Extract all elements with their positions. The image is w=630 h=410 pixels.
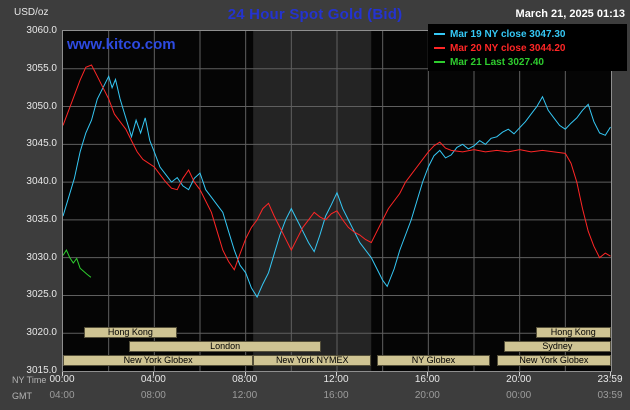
x-tick-label-gmt: 04:00 bbox=[49, 390, 75, 401]
chart-timestamp: March 21, 2025 01:13 bbox=[515, 8, 625, 20]
x-axis-tickmark bbox=[244, 372, 246, 376]
gmt-axis-caption: GMT bbox=[12, 391, 32, 401]
kitco-link[interactable]: www.kitco.com bbox=[67, 36, 176, 53]
page-title: 24 Hour Spot Gold (Bid) bbox=[227, 6, 403, 23]
legend-entry-label: Mar 19 NY close 3047.30 bbox=[450, 28, 566, 40]
price-line bbox=[63, 74, 611, 299]
session-bar: Sydney bbox=[503, 341, 611, 352]
nymex-session-band bbox=[253, 31, 372, 371]
y-tick-label: 3045.0 bbox=[26, 138, 57, 150]
price-line bbox=[63, 64, 611, 271]
x-axis-tickmark bbox=[427, 372, 429, 376]
session-bar: NY Globex bbox=[376, 355, 490, 366]
x-axis-tickmark bbox=[153, 372, 155, 376]
legend-entry: Mar 19 NY close 3047.30 bbox=[434, 27, 627, 41]
x-tick-label-ny: 16:00 bbox=[414, 374, 440, 385]
session-bar: London bbox=[129, 341, 321, 352]
legend-color-dash-icon bbox=[434, 33, 445, 35]
x-tick-label-ny: 04:00 bbox=[140, 374, 166, 385]
legend-entry-label: Mar 20 NY close 3044.20 bbox=[450, 42, 566, 54]
x-axis-tickmark bbox=[62, 372, 63, 376]
x-axis-tickmark bbox=[518, 372, 520, 376]
y-tick-label: 3040.0 bbox=[26, 176, 57, 188]
y-tick-label: 3020.0 bbox=[26, 327, 57, 339]
session-bar: Hong Kong bbox=[535, 327, 611, 338]
session-bar: New York NYMEX bbox=[253, 355, 372, 366]
x-tick-label-gmt: 12:00 bbox=[232, 390, 258, 401]
session-bar: New York Globex bbox=[63, 355, 254, 366]
y-tick-label: 3030.0 bbox=[26, 251, 57, 263]
x-tick-label-gmt: 20:00 bbox=[414, 390, 440, 401]
y-tick-label: 3055.0 bbox=[26, 62, 57, 74]
x-tick-label-gmt: 16:00 bbox=[323, 390, 349, 401]
x-tick-label-gmt: 00:00 bbox=[506, 390, 532, 401]
legend-color-dash-icon bbox=[434, 47, 445, 49]
x-tick-label-ny: 00:00 bbox=[49, 374, 75, 385]
x-axis-tickmark bbox=[336, 372, 337, 376]
x-axis-tickmark bbox=[610, 372, 611, 376]
x-tick-label-gmt: 03:59 bbox=[597, 390, 623, 401]
y-tick-label: 3035.0 bbox=[26, 213, 57, 225]
legend-entry-label: Mar 21 Last 3027.40 bbox=[450, 56, 544, 68]
x-tick-label-ny: 20:00 bbox=[506, 374, 532, 385]
plot-area: Hong Kong Hong Kong London Sydney New York G… bbox=[62, 30, 612, 372]
y-axis-unit-label: USD/oz bbox=[14, 7, 49, 18]
x-tick-label-ny: 08:00 bbox=[232, 374, 258, 385]
y-tick-label: 3060.0 bbox=[26, 25, 57, 36]
legend-entry: Mar 21 Last 3027.40 bbox=[434, 55, 627, 69]
legend-entry: Mar 20 NY close 3044.20 bbox=[434, 41, 627, 55]
x-tick-label-gmt: 08:00 bbox=[140, 390, 166, 401]
x-tick-label-ny: 23:59 bbox=[597, 374, 623, 385]
session-bar: Hong Kong bbox=[83, 327, 178, 338]
legend-color-dash-icon bbox=[434, 61, 445, 63]
price-line bbox=[63, 249, 92, 278]
y-tick-label: 3025.0 bbox=[26, 289, 57, 301]
y-tick-label: 3015.0 bbox=[26, 365, 57, 376]
ny-time-axis-caption: NY Time bbox=[12, 375, 47, 385]
legend-panel: Mar 19 NY close 3047.30 Mar 20 NY close 3… bbox=[428, 24, 627, 71]
session-bar: New York Globex bbox=[496, 355, 611, 366]
x-tick-label-ny: 12:00 bbox=[323, 374, 349, 385]
price-chart-svg bbox=[63, 31, 611, 371]
y-tick-label: 3050.0 bbox=[26, 100, 57, 112]
